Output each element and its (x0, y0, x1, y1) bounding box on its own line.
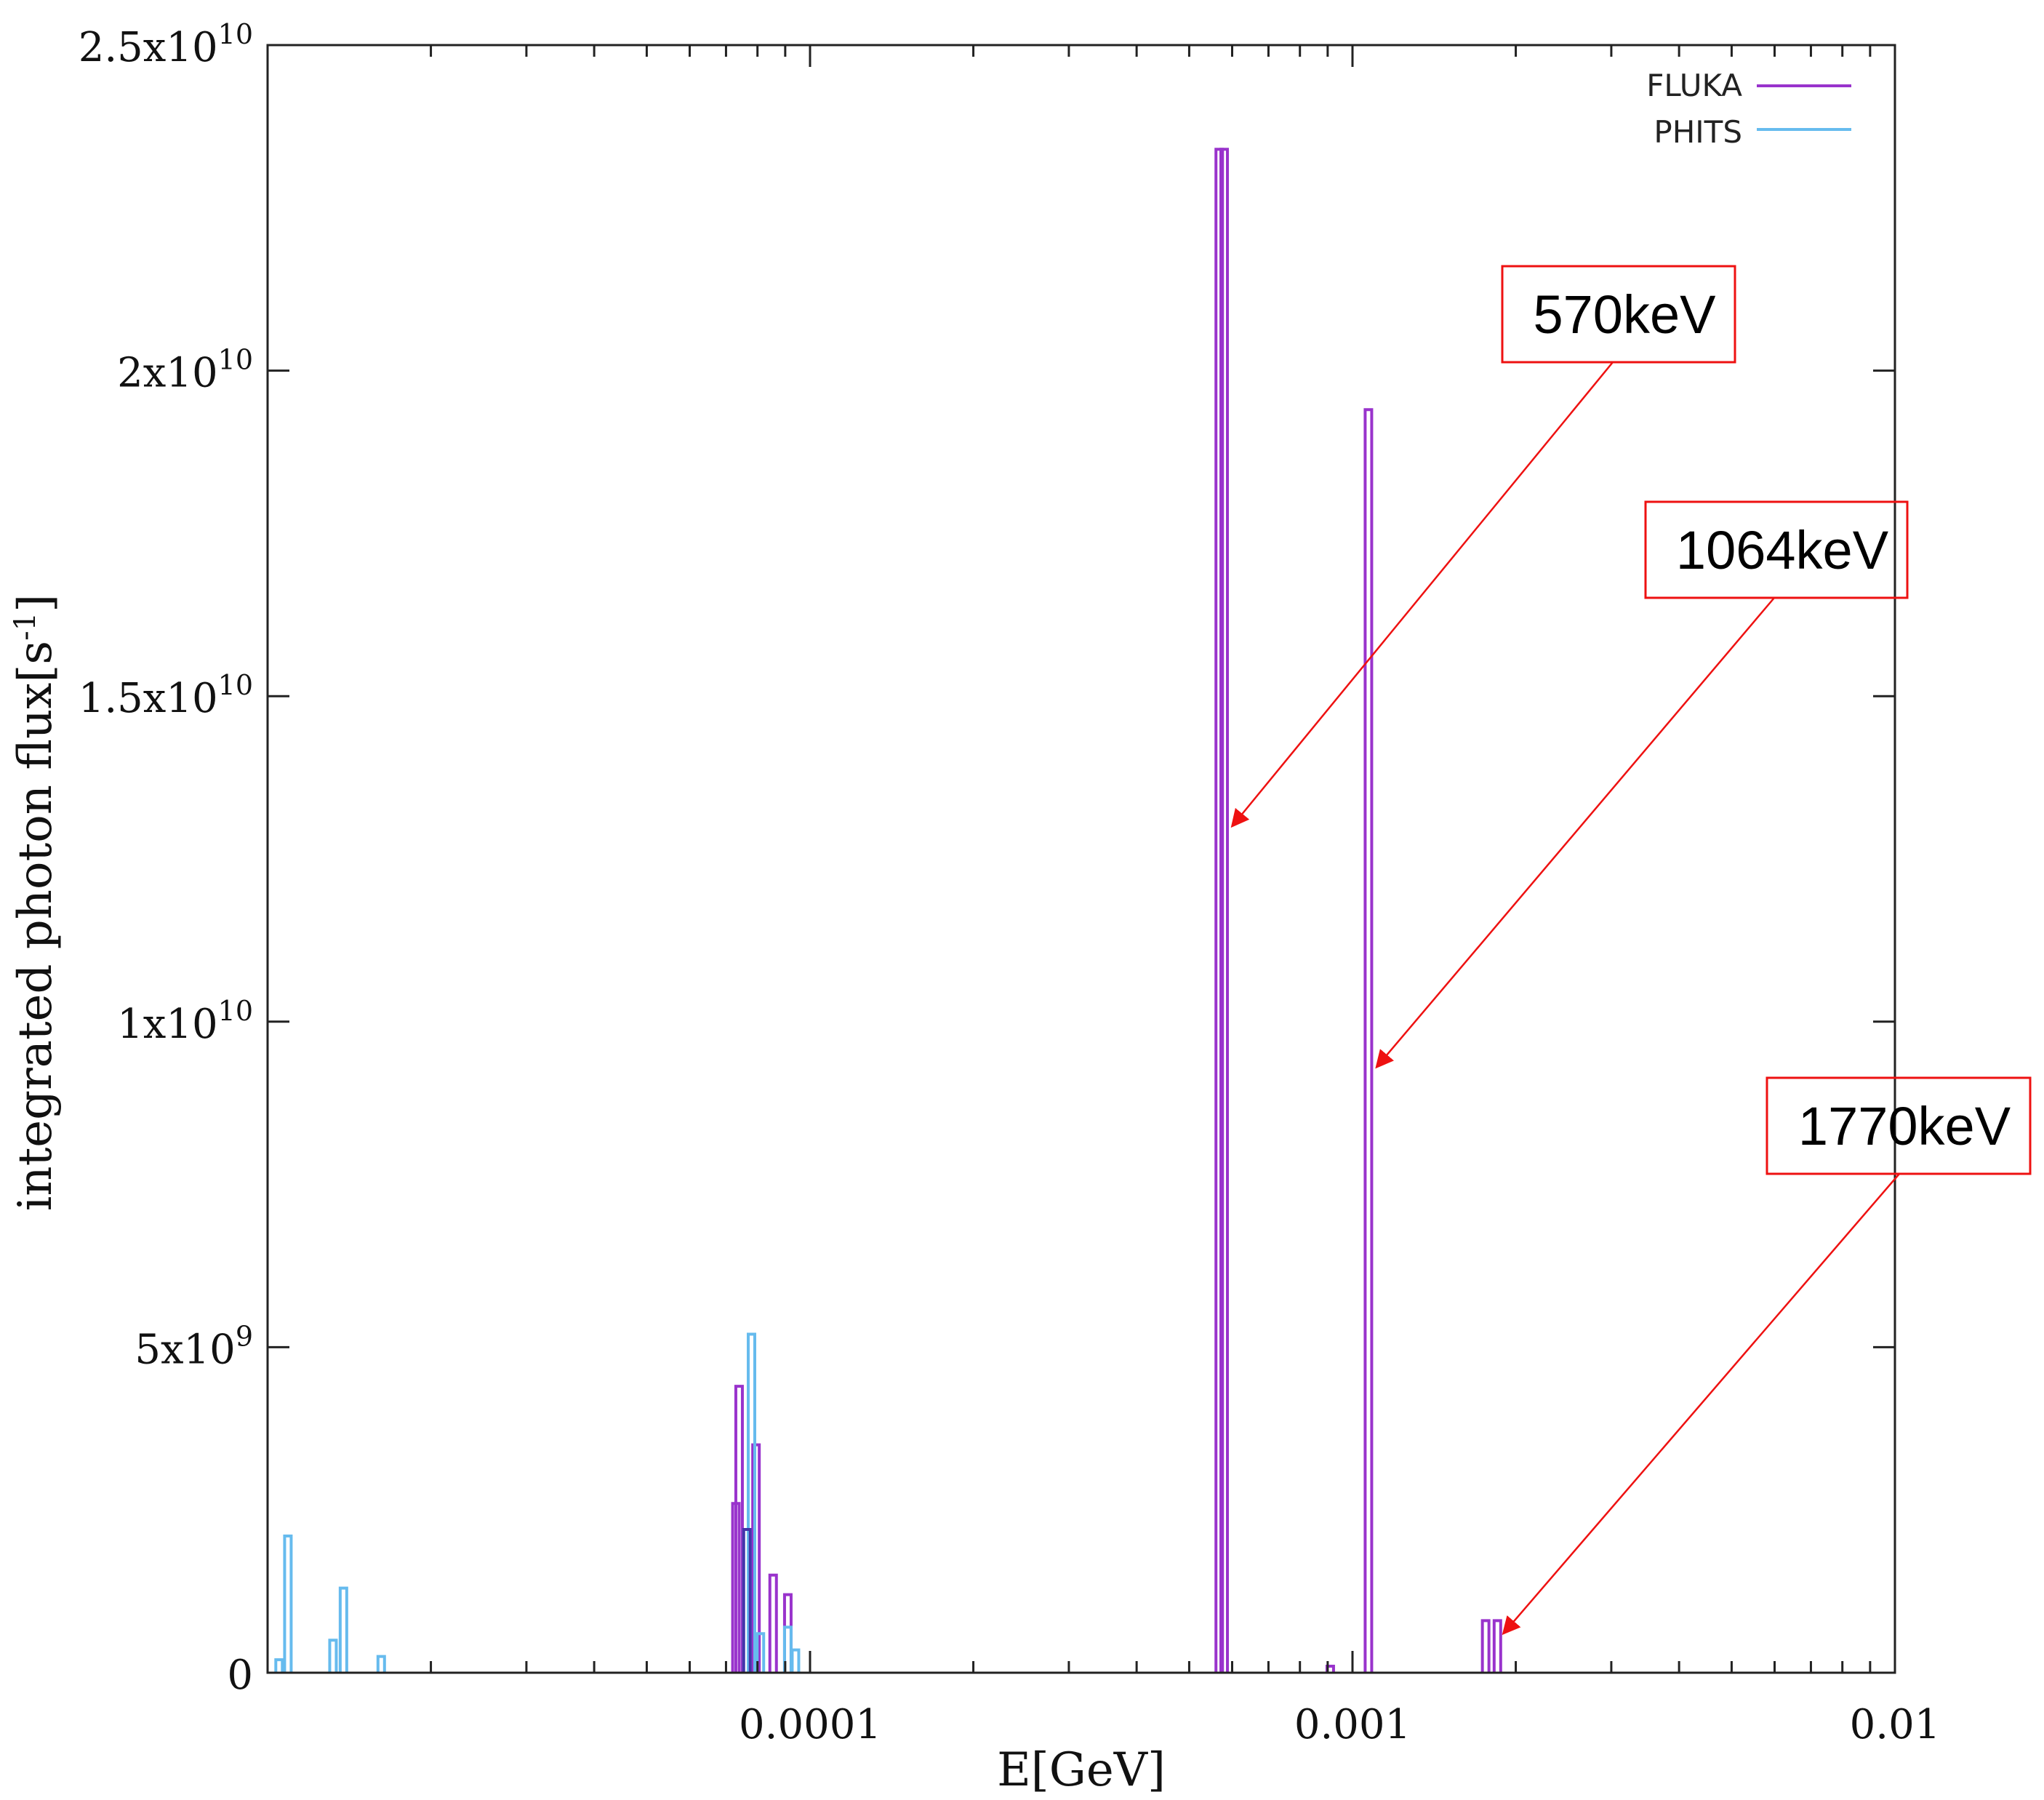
legend-label-phits: PHITS (1654, 114, 1742, 150)
annotation-1770kev-arrow (1502, 1173, 1900, 1636)
x-axis-title: E[GeV] (997, 1743, 1166, 1797)
data-marks (274, 148, 1502, 1673)
annotation-1064kev-label: 1064keV (1676, 520, 1889, 580)
y-tick-label-base: 1.5x10 (79, 675, 218, 722)
legend: FLUKA PHITS (1646, 68, 1851, 150)
plot-frame (266, 44, 1896, 1674)
peak-annotations: 570keV 1064keV 1770keV (1230, 265, 2032, 1636)
y-tick-label-base: 5x10 (135, 1326, 235, 1373)
phits-peak (376, 1655, 386, 1673)
y-tick-label: 0 (227, 1652, 253, 1699)
annotation-570kev-label: 570keV (1534, 284, 1717, 345)
x-tick-label: 0.0001 (739, 1701, 881, 1748)
y-tick-label-exponent: 10 (218, 995, 253, 1027)
annotation-1770kev-label: 1770keV (1798, 1096, 2011, 1156)
fluka-peak (1363, 408, 1374, 1673)
fluka-peak (1480, 1619, 1491, 1673)
x-tick-label: 0.001 (1294, 1701, 1411, 1748)
y-axis-title: integrated photon flux[s-1] (9, 594, 63, 1211)
svg-text:integrated photon flux[s-1]: integrated photon flux[s-1] (9, 594, 63, 1211)
y-tick-label: 5x109 (135, 1320, 253, 1373)
legend-label-fluka: FLUKA (1646, 68, 1742, 103)
fluka-peak (768, 1573, 778, 1673)
phits-peak (756, 1632, 766, 1673)
y-tick-label-exponent: 9 (236, 1320, 253, 1352)
x-tick-label: 0.01 (1850, 1701, 1941, 1748)
y-tick-label-exponent: 10 (218, 669, 253, 701)
axis-ticks: 0.0001 0.001 0.0105x1091x10101.5x10102x101… (79, 18, 1941, 1748)
y-axis-title-main: integrated photon flux[s (9, 641, 63, 1211)
annotation-570kev-box (1501, 265, 1736, 364)
y-axis-title-superscript: -1 (9, 612, 42, 641)
y-tick-label-exponent: 10 (218, 18, 253, 50)
phits-peak (274, 1658, 284, 1673)
y-tick-label-base: 0 (227, 1652, 253, 1699)
fluka-peak (1219, 148, 1230, 1673)
y-tick-label-exponent: 10 (218, 344, 253, 376)
y-tick-label-base: 1x10 (117, 1001, 217, 1048)
y-tick-label: 1x1010 (117, 995, 253, 1048)
phits-peak (338, 1586, 348, 1673)
annotation-1064kev-arrow (1375, 597, 1775, 1069)
y-tick-label: 2x1010 (117, 344, 253, 397)
annotation-1064kev-box (1644, 500, 1909, 599)
phits-peak (283, 1535, 293, 1673)
y-axis-title-close: ] (9, 594, 63, 612)
phits-peak (790, 1648, 801, 1673)
fluka-peak (1214, 148, 1225, 1673)
y-tick-label: 1.5x1010 (79, 669, 253, 722)
phits-peak (747, 1332, 756, 1673)
fluka-peak (1492, 1619, 1502, 1673)
phits-peak (328, 1639, 338, 1673)
y-tick-label-base: 2.5x10 (79, 24, 218, 71)
series-2-peak (742, 1528, 752, 1673)
y-tick-label: 2.5x1010 (79, 18, 253, 71)
y-tick-label-base: 2x10 (117, 350, 217, 397)
annotation-570kev-arrow (1230, 361, 1614, 828)
